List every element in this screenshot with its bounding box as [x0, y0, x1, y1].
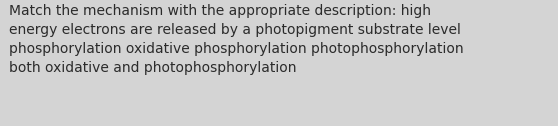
- Text: Match the mechanism with the appropriate description: high
energy electrons are : Match the mechanism with the appropriate…: [9, 4, 464, 75]
